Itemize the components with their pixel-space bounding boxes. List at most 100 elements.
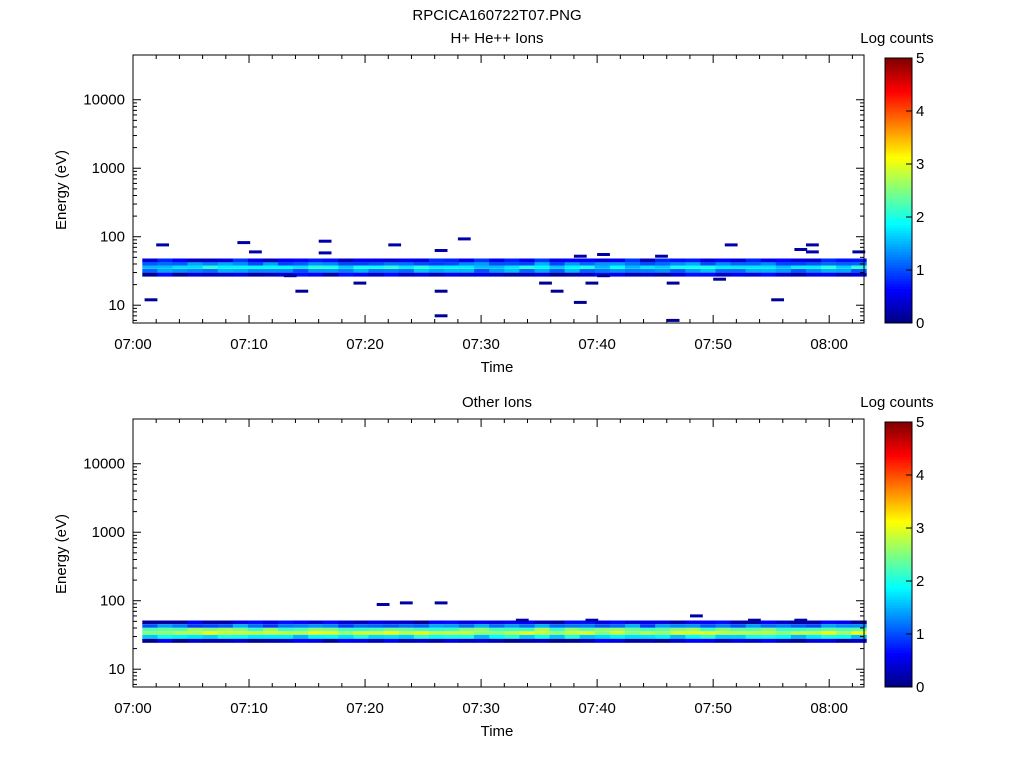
colorbar-segment	[885, 73, 912, 78]
spectrogram-cell	[640, 627, 656, 632]
sporadic-count	[794, 248, 808, 251]
spectrogram-cell	[217, 258, 234, 263]
spectrogram-cell	[775, 634, 792, 639]
colorbar-segment	[885, 92, 912, 96]
spectrogram-cell	[775, 638, 792, 643]
spectrogram-cell	[806, 620, 822, 625]
colorbar-segment	[885, 174, 912, 178]
spectrogram-cell	[368, 262, 384, 266]
colorbar-segment	[885, 222, 912, 226]
spectrogram-cell	[504, 624, 520, 628]
x-tick-label: 07:50	[694, 700, 732, 717]
spectrogram-cell	[308, 638, 324, 643]
colorbar-segment	[885, 113, 912, 117]
spectrogram-cell	[534, 638, 550, 643]
spectrogram-cell	[278, 627, 294, 632]
spectrogram-cell	[308, 627, 324, 632]
spectrogram-cell	[157, 624, 173, 628]
x-tick-label: 07:30	[462, 336, 500, 353]
colorbar-segment	[885, 103, 912, 107]
spectrogram-cell	[775, 631, 792, 635]
spectrogram-cell	[549, 631, 566, 635]
spectrogram-cell	[383, 638, 400, 643]
sporadic-count	[399, 601, 413, 605]
spectrogram-cell	[549, 634, 566, 639]
y-axis-label: Energy (eV)	[53, 150, 70, 230]
colorbar-segment	[885, 232, 912, 237]
colorbar-segment	[885, 612, 912, 616]
spectrogram-cell	[368, 258, 384, 263]
spectrogram-cell	[187, 620, 203, 625]
spectrogram-cell	[383, 631, 400, 635]
spectrogram-cell	[640, 265, 656, 269]
x-tick-label: 07:10	[230, 336, 268, 353]
spectrogram-cell	[625, 631, 641, 635]
spectrogram-cell	[730, 258, 747, 263]
colorbar-tick-label: 1	[916, 626, 924, 643]
spectrogram-cell	[609, 262, 626, 266]
colorbar-segment	[885, 429, 912, 434]
spectrogram-cell	[745, 620, 762, 625]
spectrogram-cell	[564, 268, 581, 273]
spectrogram-cell	[790, 272, 807, 277]
spectrogram-cell	[172, 631, 188, 635]
spectrogram-cell	[217, 262, 234, 266]
spectrogram-cell	[157, 258, 173, 263]
colorbar-segment	[885, 277, 912, 282]
spectrogram-cell	[293, 262, 309, 266]
colorbar-segment	[885, 424, 912, 428]
spectrogram-cell	[142, 624, 158, 628]
spectrogram-cell	[700, 272, 716, 277]
spectrogram-cell	[338, 262, 354, 266]
spectrogram-cell	[247, 624, 264, 628]
spectrogram-cell	[790, 268, 807, 273]
colorbar-segment	[885, 179, 912, 184]
spectrogram-cell	[278, 258, 294, 263]
spectrogram-cell	[579, 265, 596, 269]
colorbar-segment	[885, 288, 912, 292]
colorbar-segment	[885, 150, 912, 154]
colorbar-segment	[885, 84, 912, 88]
spectrogram-cell	[172, 620, 188, 625]
colorbar-segment	[885, 156, 912, 160]
spectrogram-cell	[413, 638, 430, 643]
colorbar-segment	[885, 161, 912, 165]
spectrogram-cell	[232, 627, 249, 632]
spectrogram-cell	[534, 265, 550, 269]
spectrogram-cell	[444, 258, 460, 263]
spectrogram-cell	[353, 272, 369, 277]
colorbar-tick-label: 2	[916, 209, 924, 226]
spectrogram-cell	[760, 631, 777, 635]
colorbar-segment	[885, 280, 912, 284]
spectrogram-cell	[745, 272, 762, 277]
spectrogram-cell	[413, 265, 430, 269]
spectrogram-cell	[625, 268, 641, 273]
spectrogram-cell	[670, 258, 686, 263]
spectrogram-cell	[851, 627, 867, 632]
colorbar-segment	[885, 87, 912, 91]
spectrogram-cell	[428, 272, 445, 277]
spectrogram-cell	[504, 258, 520, 263]
spectrogram-cell	[549, 272, 566, 277]
spectrogram-cell	[247, 265, 264, 269]
x-tick-label: 08:00	[810, 700, 848, 717]
spectrogram-cell	[323, 634, 339, 639]
colorbar-segment	[885, 475, 912, 479]
colorbar-tick-label: 5	[916, 414, 924, 431]
spectrogram-cell	[549, 258, 566, 263]
spectrogram-cell	[519, 265, 535, 269]
colorbar-segment	[885, 309, 912, 313]
spectrogram-cell	[564, 620, 581, 625]
sporadic-count	[573, 300, 587, 304]
spectrogram-cell	[655, 638, 671, 643]
spectrogram-cell	[157, 627, 173, 632]
spectrogram-cell	[172, 268, 188, 273]
sporadic-count	[550, 289, 564, 293]
colorbar-segment	[885, 142, 912, 146]
spectrogram-cell	[444, 262, 460, 266]
spectrogram-cell	[202, 624, 219, 628]
spectrogram-cell	[806, 624, 822, 628]
spectrogram-cell	[685, 634, 701, 639]
plot-frame	[132, 418, 865, 688]
